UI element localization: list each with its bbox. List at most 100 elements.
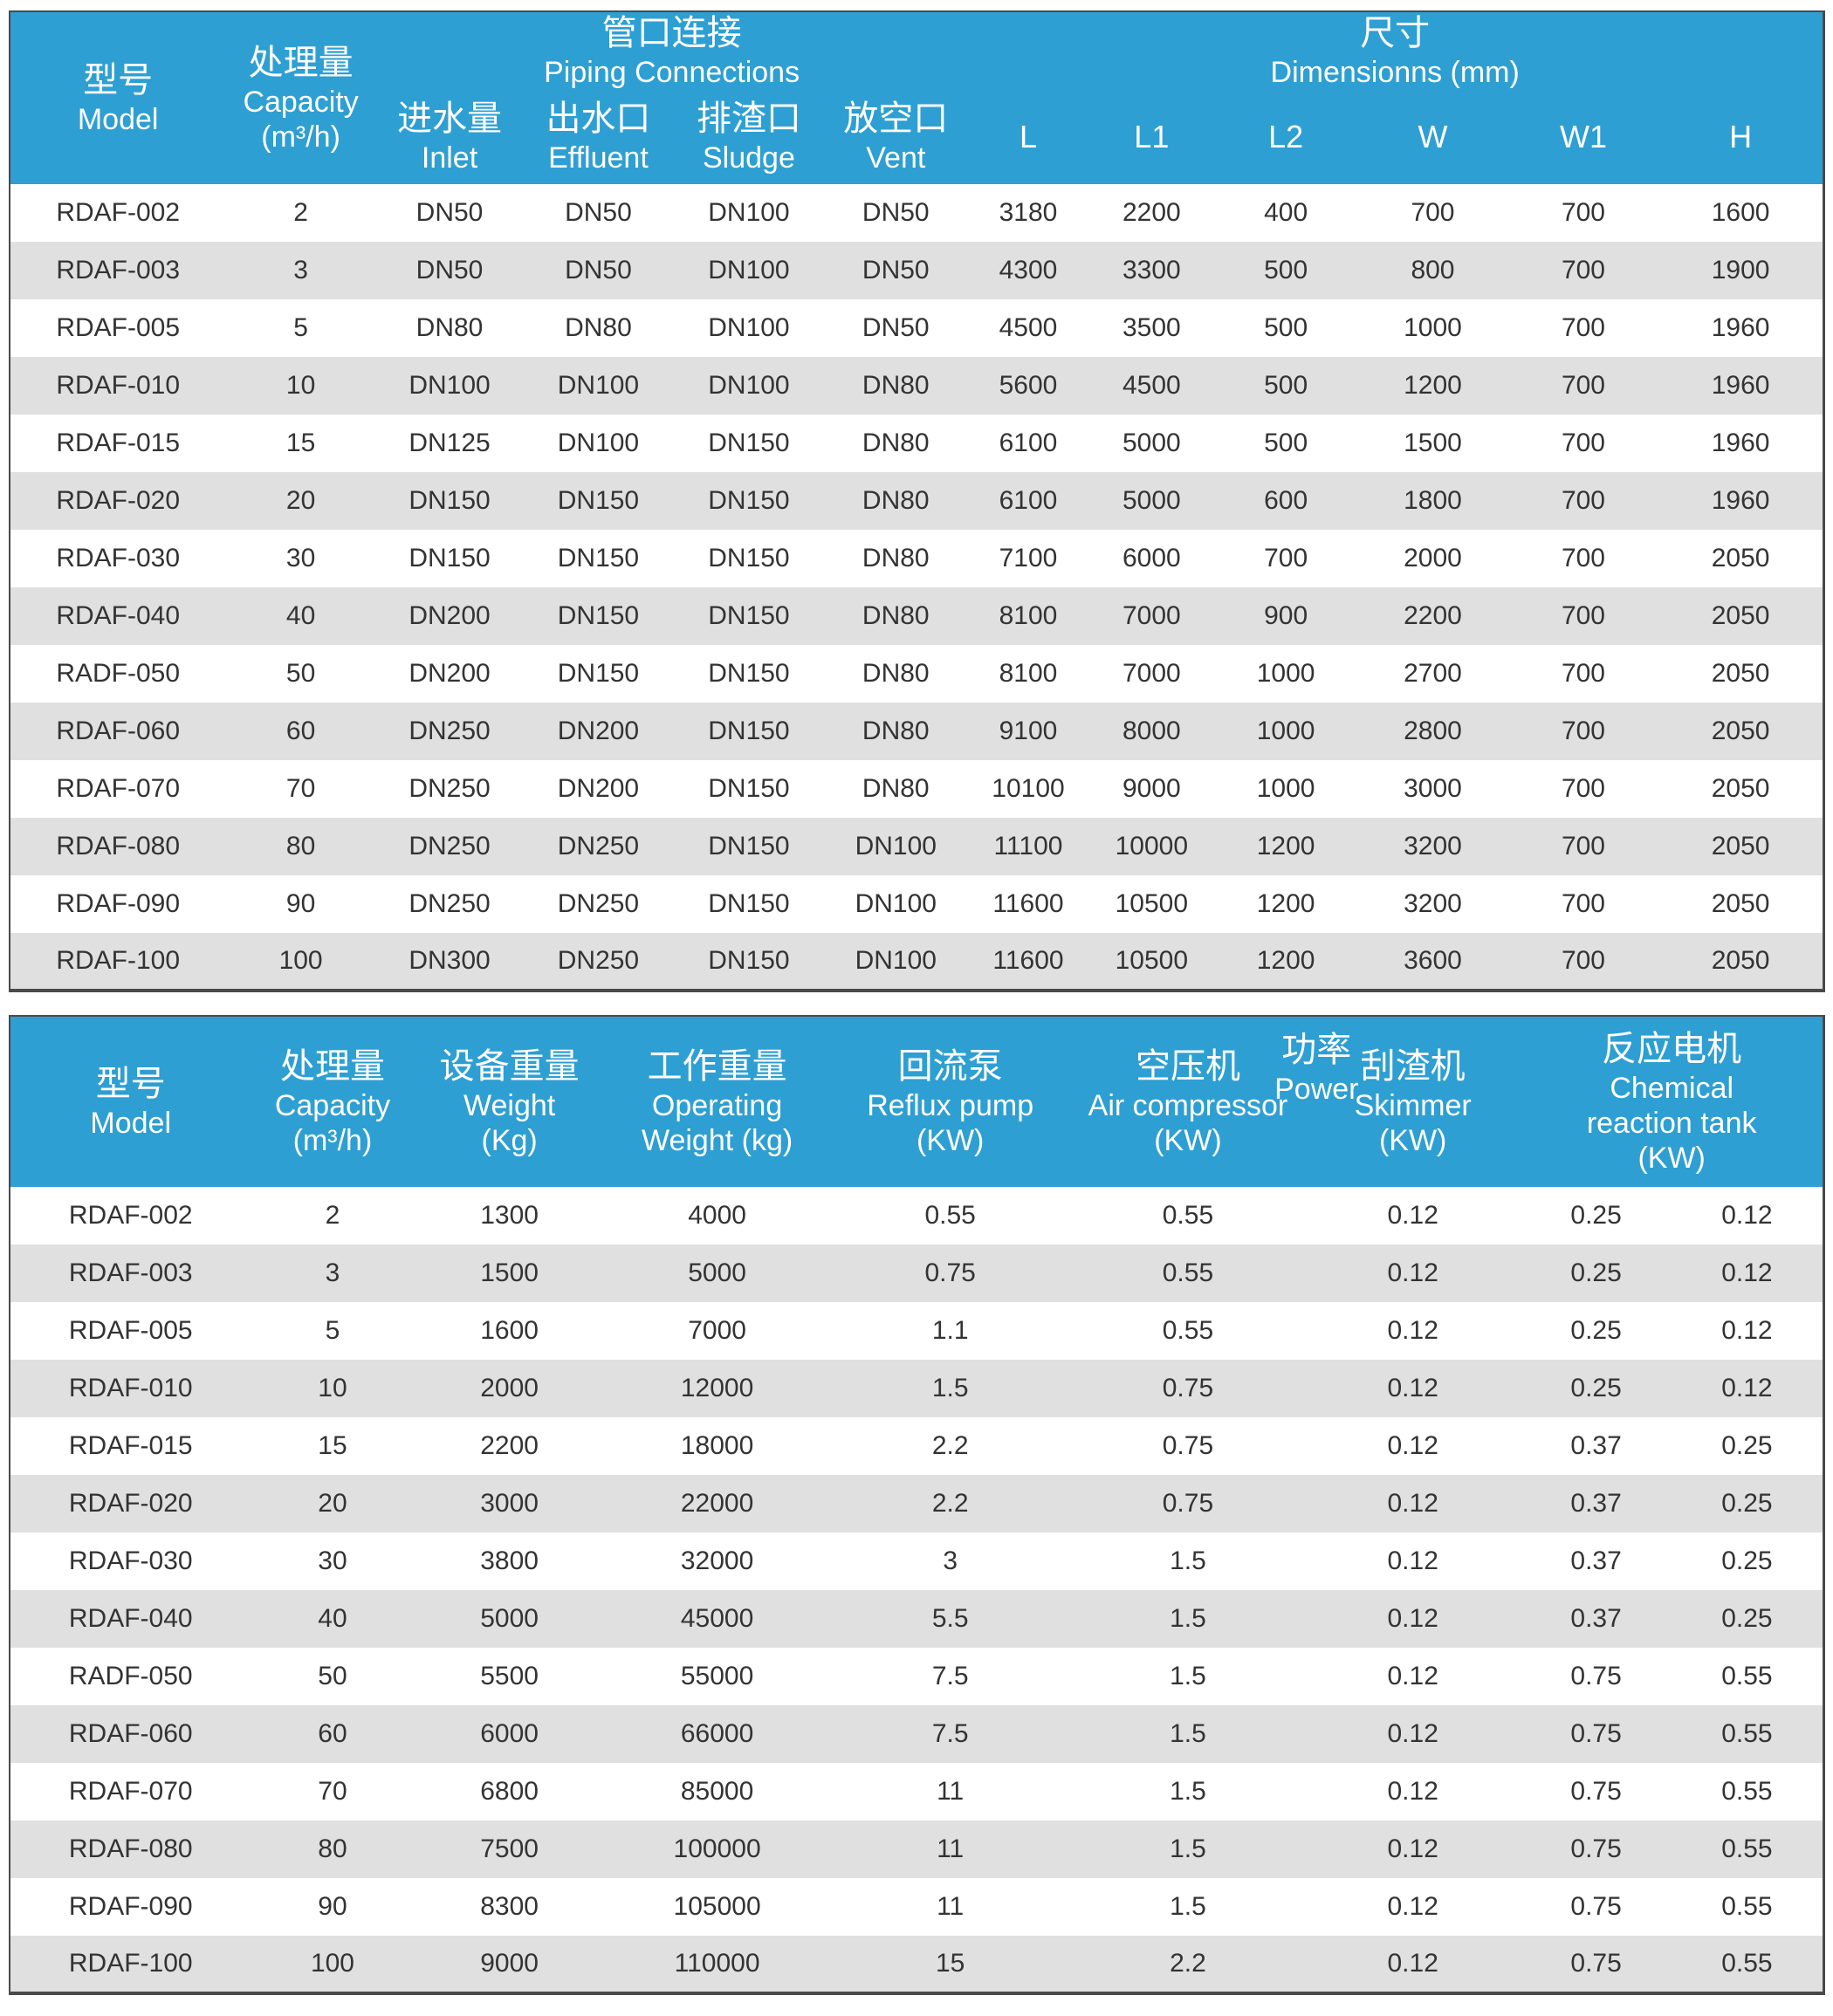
cell: DN150 — [673, 586, 825, 645]
table-row: RDAF-080 80 7500 100000 11 1.5 0.12 0.75 0.55 — [10, 1820, 1824, 1878]
cell: DN80 — [523, 298, 674, 357]
cell: DN150 — [673, 702, 825, 760]
cell: 40 — [251, 1589, 415, 1648]
cell: 15 — [829, 1935, 1071, 1993]
cell: RDAF-060 — [10, 1704, 251, 1763]
header-opweight-en: Operating — [651, 1088, 783, 1122]
cell: 0.75 — [1070, 1474, 1306, 1533]
table-row: RDAF-005 5 1600 7000 1.1 0.55 0.12 0.25 0.12 — [10, 1301, 1824, 1360]
cell: DN50 — [375, 241, 524, 299]
cell: 2050 — [1658, 759, 1824, 818]
cell: 0.12 — [1305, 1589, 1521, 1648]
cell: 700 — [1507, 298, 1659, 357]
header-chem-en: Chemical — [1610, 1071, 1734, 1105]
cell: 50 — [251, 1647, 415, 1705]
cell: RDAF-002 — [10, 1186, 251, 1245]
cell: DN250 — [375, 759, 524, 818]
cell: 0.12 — [1305, 1647, 1521, 1705]
cell: 32000 — [604, 1532, 830, 1590]
cell: 1800 — [1357, 471, 1508, 530]
cell: 1500 — [414, 1244, 605, 1302]
cell: 1900 — [1658, 241, 1824, 299]
header-capacity-2: 处理量 Capacity (m³/h) — [251, 1015, 415, 1187]
cell: 66000 — [604, 1704, 830, 1763]
cell: 40 — [225, 586, 376, 645]
cell: 1200 — [1214, 932, 1358, 991]
header-capacity2-zh: 处理量 — [279, 1046, 385, 1086]
cell: 2.2 — [829, 1416, 1071, 1475]
cell: 85000 — [604, 1762, 830, 1821]
cell: RADF-050 — [10, 644, 226, 703]
cell: 80 — [225, 817, 376, 875]
cell: 0.12 — [1671, 1301, 1824, 1360]
cell: DN80 — [824, 414, 968, 472]
cell: 1000 — [1214, 644, 1358, 703]
cell: 1.5 — [1070, 1704, 1306, 1763]
cell: 15 — [225, 414, 376, 472]
cell: 0.12 — [1305, 1877, 1521, 1936]
cell: 0.12 — [1671, 1244, 1824, 1302]
cell: 0.75 — [1521, 1877, 1672, 1936]
header-dim-w: W — [1357, 89, 1508, 184]
header-operating-weight: 工作重量 Operating Weight (kg) — [604, 1015, 830, 1187]
cell: 0.12 — [1671, 1186, 1824, 1245]
header-air-unit: (KW) — [1154, 1123, 1222, 1157]
cell: 4000 — [604, 1186, 830, 1245]
cell: 3200 — [1357, 817, 1508, 875]
header-model-en: Model — [77, 102, 159, 136]
cell: 1960 — [1658, 471, 1824, 530]
cell: 11 — [829, 1820, 1071, 1878]
cell: 0.25 — [1671, 1589, 1824, 1648]
cell: 0.12 — [1305, 1474, 1521, 1533]
header-effluent-en: Effluent — [548, 141, 649, 175]
cell: RDAF-010 — [10, 1359, 251, 1417]
cell: 1000 — [1357, 298, 1508, 357]
cell: RDAF-060 — [10, 702, 226, 760]
cell: DN100 — [824, 932, 968, 991]
cell: 2000 — [1357, 529, 1508, 587]
cell: 20 — [225, 471, 376, 530]
cell: 900 — [1214, 586, 1358, 645]
header-dim-h: H — [1658, 89, 1824, 184]
header-chemical-reaction-tank: 反应电机 Chemical reaction tank (KW) — [1521, 1015, 1824, 1187]
table2-header: 型号 Model 处理量 Capacity (m³/h) 设备重量 Weight… — [10, 1015, 1824, 1187]
cell: 6000 — [414, 1704, 605, 1763]
cell: 1300 — [414, 1186, 605, 1245]
header-group-dimensions: 尺寸 Dimensionns (mm) — [967, 11, 1824, 90]
cell: 15 — [251, 1416, 415, 1475]
cell: 3200 — [1357, 874, 1508, 933]
cell: DN50 — [523, 183, 674, 242]
table-row: RDAF-060 60 DN250 DN200 DN150 DN80 9100 8000 100… — [10, 702, 1824, 760]
header-weight-zh: 设备重量 — [439, 1046, 580, 1086]
cell: 11600 — [967, 874, 1089, 933]
header-air-compressor: 空压机 Air compressor (KW) — [1070, 1015, 1306, 1187]
cell: 1200 — [1214, 874, 1358, 933]
cell: 700 — [1507, 644, 1659, 703]
table-row: RADF-050 50 5500 55000 7.5 1.5 0.12 0.75 0.55 — [10, 1647, 1824, 1705]
cell: 700 — [1507, 932, 1659, 991]
cell: 2700 — [1357, 644, 1508, 703]
cell: 4300 — [967, 241, 1089, 299]
cell: 7000 — [1088, 586, 1215, 645]
cell: 4500 — [1088, 356, 1215, 415]
cell: 10 — [251, 1359, 415, 1417]
cell: 0.55 — [1671, 1704, 1824, 1763]
table-row: RDAF-060 60 6000 66000 7.5 1.5 0.12 0.75 0.55 — [10, 1704, 1824, 1763]
cell: 0.12 — [1305, 1704, 1521, 1763]
header-vent: 放空口 Vent — [824, 89, 968, 184]
cell: 100 — [251, 1935, 415, 1993]
cell: 1600 — [1658, 183, 1824, 242]
cell: DN150 — [375, 529, 524, 587]
cell: 0.12 — [1305, 1186, 1521, 1245]
cell: DN150 — [523, 644, 674, 703]
cell: 2.2 — [829, 1474, 1071, 1533]
cell: 18000 — [604, 1416, 830, 1475]
cell: DN100 — [824, 874, 968, 933]
cell: 11600 — [967, 932, 1089, 991]
cell: 3000 — [414, 1474, 605, 1533]
cell: 6000 — [1088, 529, 1215, 587]
cell: 700 — [1214, 529, 1358, 587]
cell: 6800 — [414, 1762, 605, 1821]
cell: 7.5 — [829, 1647, 1071, 1705]
cell: RDAF-040 — [10, 586, 226, 645]
